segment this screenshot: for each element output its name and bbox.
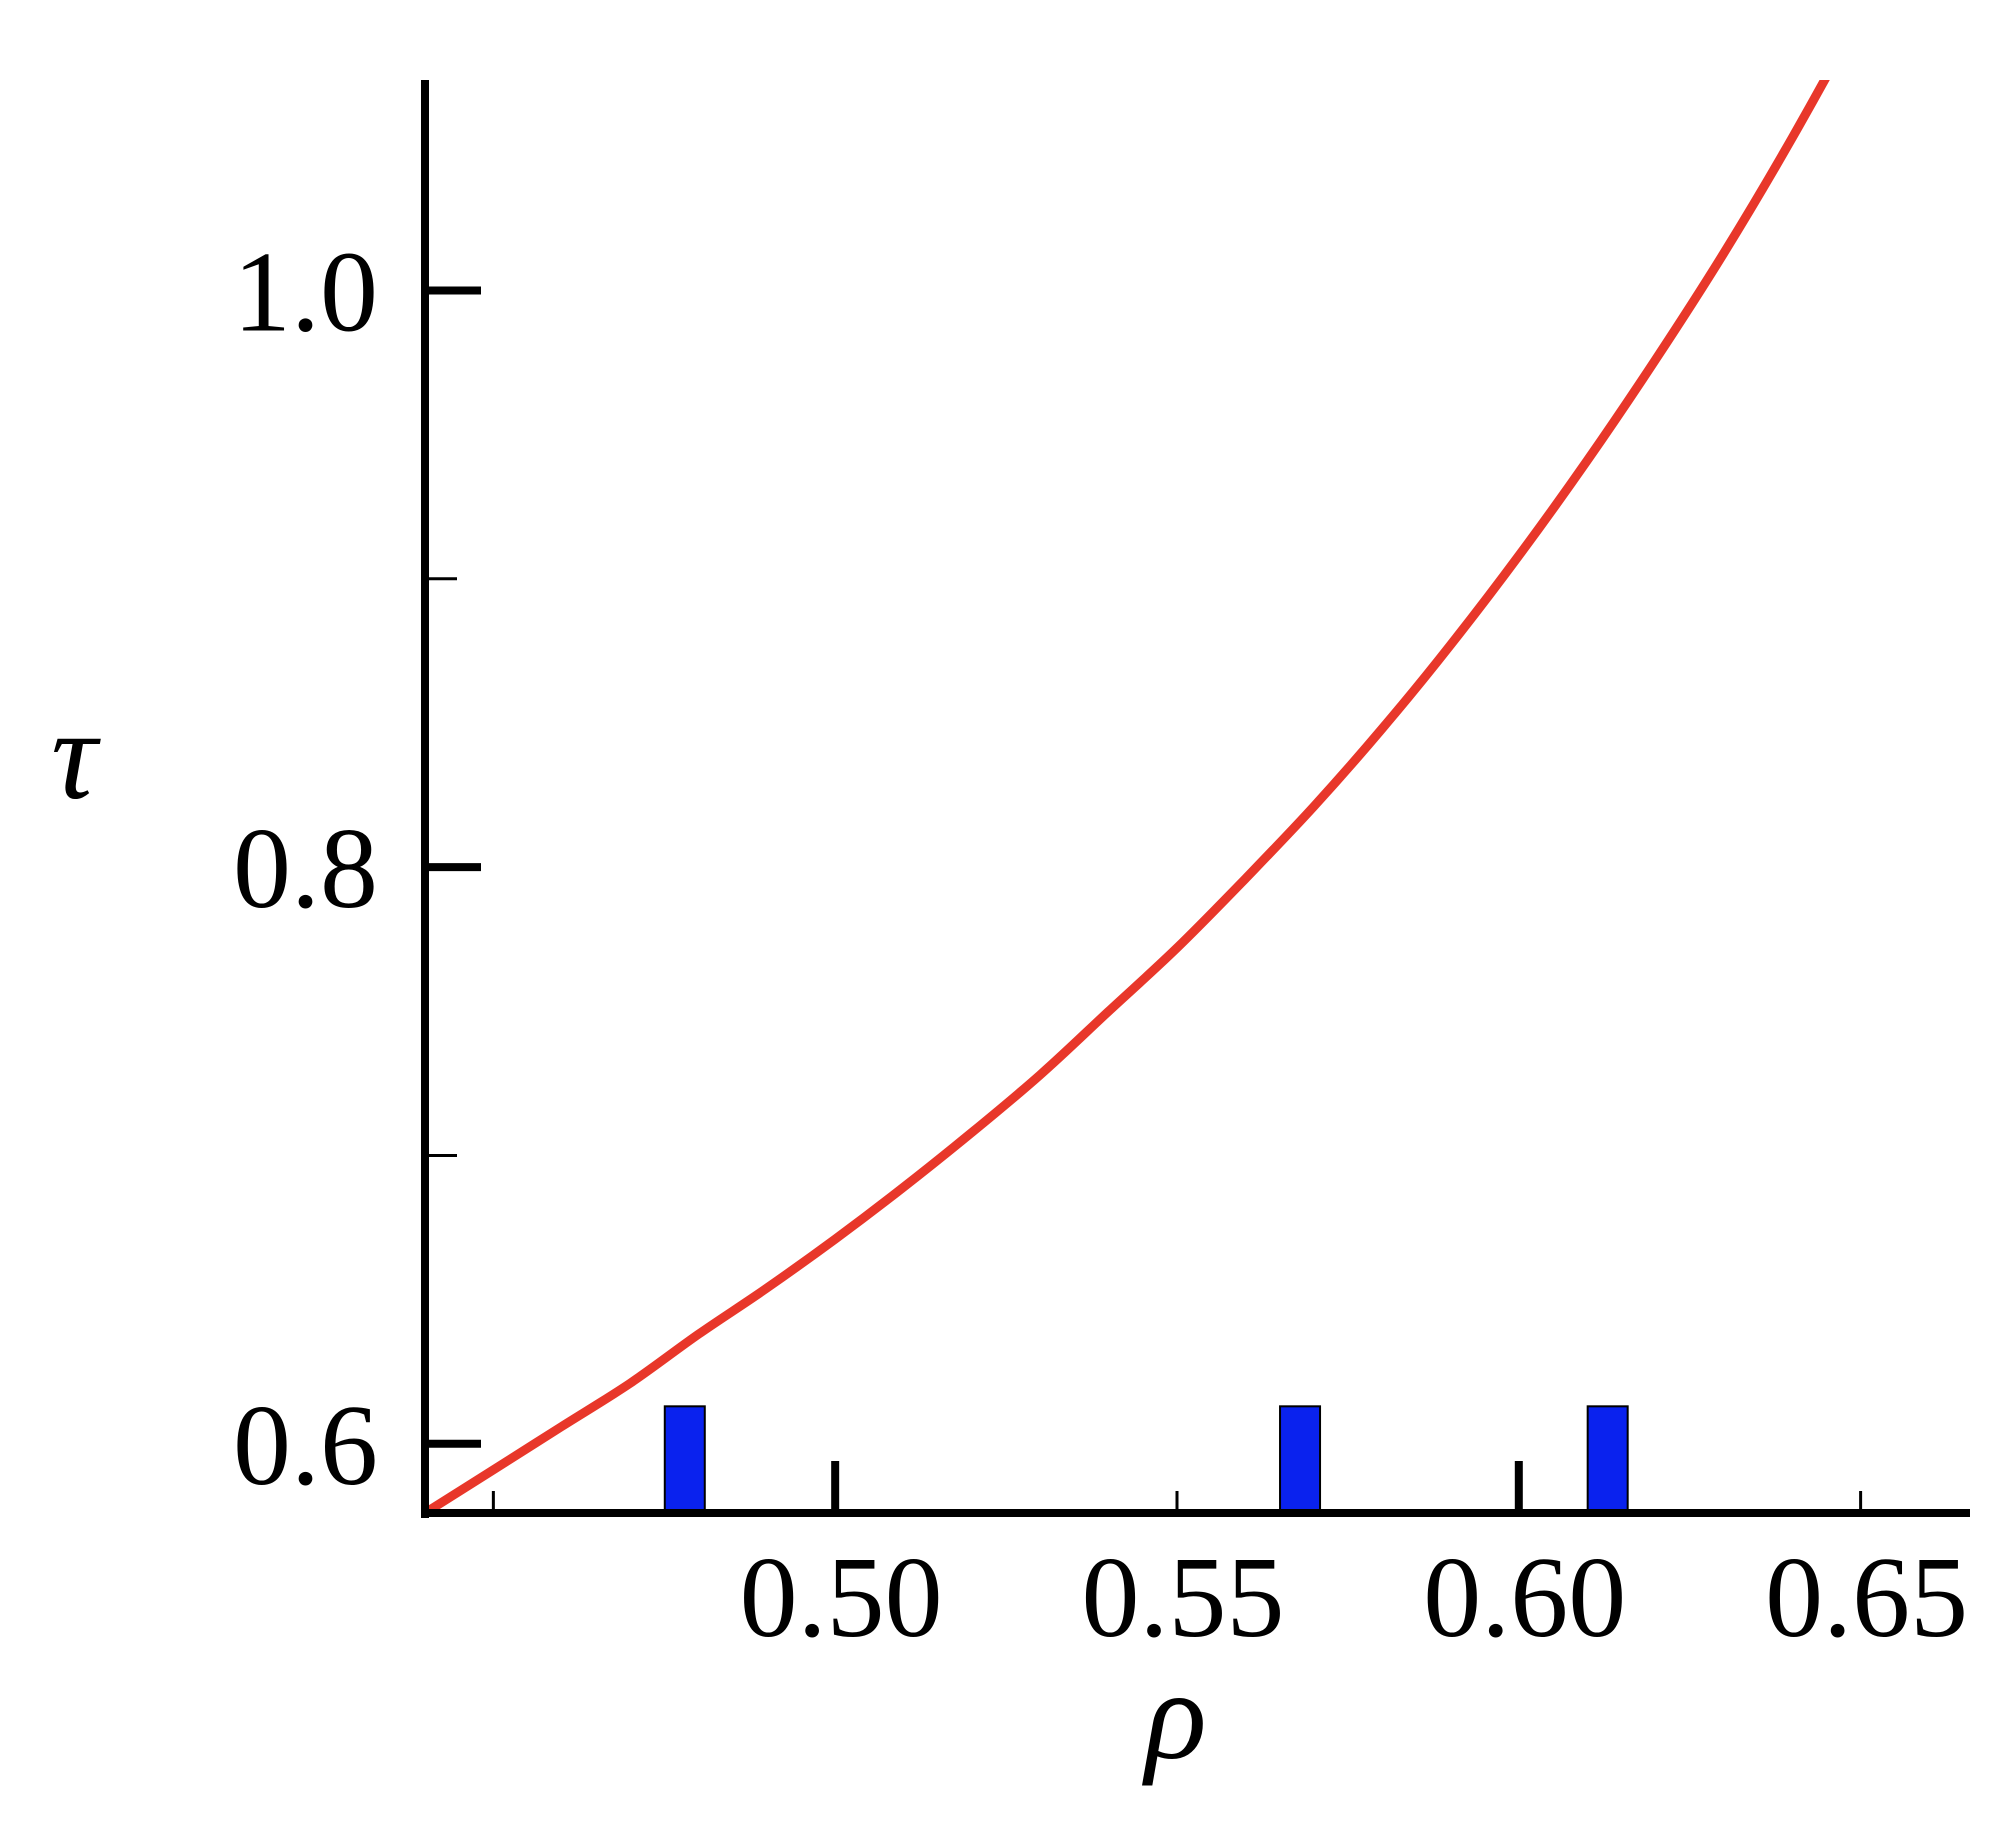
x-tick-label-5: 0.65 xyxy=(1765,1534,1968,1662)
marker-1 xyxy=(663,1405,706,1514)
x-tick-label-3: 0.55 xyxy=(1081,1534,1284,1662)
y-tick-label-3: 0.8 xyxy=(233,805,378,933)
x-tick-label-2: 0.50 xyxy=(740,1534,943,1662)
labels-layer: τ ρ 0.6 0.8 1.0 0.50 0.55 0.60 0.65 xyxy=(51,228,1968,1786)
x-axis-label: ρ xyxy=(1141,1644,1206,1786)
y-tick-label-5: 1.0 xyxy=(233,228,378,356)
y-axis-label: τ xyxy=(51,684,101,826)
y-tick-label-1: 0.6 xyxy=(233,1382,378,1510)
marker-3 xyxy=(1586,1405,1629,1514)
axes-layer xyxy=(421,80,1970,1518)
curve-layer xyxy=(425,80,1830,1513)
x-tick-label-4: 0.60 xyxy=(1423,1534,1626,1662)
marker-2 xyxy=(1279,1405,1322,1514)
series-line-1 xyxy=(425,80,1830,1513)
markers-layer xyxy=(663,1405,1629,1514)
